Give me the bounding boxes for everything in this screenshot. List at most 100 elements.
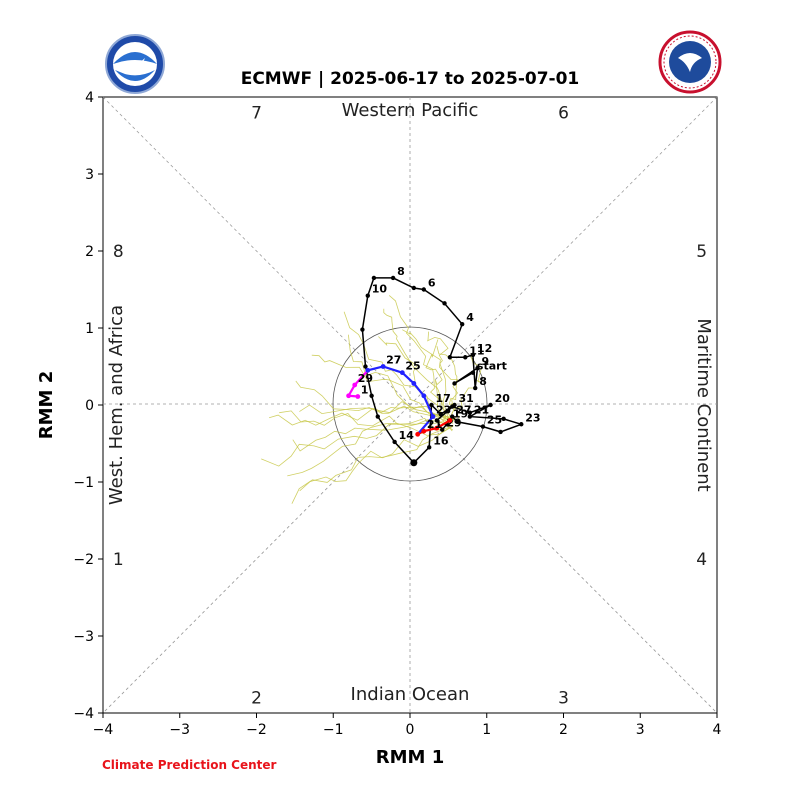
observed-point <box>371 275 377 281</box>
observed-point <box>459 321 465 327</box>
forecast-segment <box>436 419 451 430</box>
ensemble-member-line <box>402 329 459 419</box>
region-label-left: West. Hem. and Africa <box>106 305 127 505</box>
observed-point <box>438 412 443 417</box>
observed-point <box>452 402 457 408</box>
x-tick-label: 0 <box>406 722 415 738</box>
observed-point <box>488 402 493 408</box>
ensemble-member-line <box>268 401 456 426</box>
observed-point <box>475 365 480 371</box>
phase-number-3: 3 <box>558 689 569 709</box>
forecast-point <box>399 370 405 376</box>
forecast-point <box>346 393 351 399</box>
y-axis-label: RMM 2 <box>36 371 57 439</box>
observed-point <box>390 275 396 281</box>
ensemble-member-line <box>348 334 445 422</box>
noaa-logo <box>105 34 165 94</box>
observed-point <box>369 393 374 398</box>
nws-logo <box>658 30 722 94</box>
ensemble-member-line <box>291 426 453 504</box>
phase-number-4: 4 <box>696 550 707 570</box>
forecast-point <box>415 431 421 437</box>
x-tick-label: −1 <box>323 722 344 738</box>
forecast-segment <box>367 365 384 372</box>
observed-point <box>452 381 457 386</box>
y-tick-label: 2 <box>85 244 94 260</box>
y-tick-label: 1 <box>85 321 94 337</box>
forecast-segment <box>382 365 403 374</box>
x-tick-label: 1 <box>482 722 491 738</box>
observed-day-label: 12 <box>477 342 492 355</box>
forecast-day-label: 25 <box>405 360 420 373</box>
observed-point <box>470 370 476 375</box>
forecast-segment <box>353 369 369 386</box>
observed-point <box>498 429 503 435</box>
forecast-day-label: 23 <box>436 404 451 417</box>
y-tick-labels: −4 −3 −2 −1 0 1 2 3 4 <box>73 90 103 722</box>
region-label-right: Maritime Continent <box>693 318 714 491</box>
forecast-point <box>352 382 358 388</box>
observed-day-label: 17 <box>435 392 450 405</box>
observed-day-label: 25 <box>487 414 502 427</box>
x-tick-label: −2 <box>246 722 267 738</box>
observed-point <box>375 414 380 419</box>
observed-point <box>467 414 473 419</box>
ensemble-member-line <box>261 419 442 467</box>
observed-point <box>463 355 468 360</box>
y-tick-label: −1 <box>73 475 94 491</box>
ensemble-member-line <box>426 331 451 420</box>
forecast-point <box>380 364 386 369</box>
observed-day-label: start <box>477 360 507 373</box>
ensemble-member-line <box>279 410 451 431</box>
phase-number-2: 2 <box>251 689 262 709</box>
observed-point <box>426 445 432 450</box>
x-axis-label: RMM 1 <box>376 747 444 768</box>
observed-day-label: 23 <box>525 411 540 424</box>
observed-day-label: 4 <box>466 311 474 324</box>
forecast-day-label: 29 <box>358 372 373 385</box>
phase-number-1: 1 <box>113 550 124 570</box>
forecast-point <box>447 418 453 423</box>
ensemble-member-line <box>299 404 449 422</box>
observed-point <box>480 424 486 429</box>
observed-day-label: 21 <box>474 404 489 417</box>
observed-day-label: 9 <box>482 355 490 368</box>
observed-point <box>421 287 427 292</box>
observed-point <box>473 385 478 391</box>
observed-day-label: 31 <box>459 392 474 405</box>
observed-point <box>447 355 453 360</box>
forecast-segment <box>422 395 435 417</box>
ensemble-member-line <box>425 339 447 420</box>
forecast-segment <box>412 382 425 397</box>
y-tick-label: −4 <box>73 706 94 722</box>
observed-point <box>434 418 440 423</box>
forecast-day-label: 21 <box>427 418 442 431</box>
ensemble-member-line <box>295 380 454 431</box>
observed-day-label: 14 <box>399 429 415 442</box>
forecast-segment <box>401 371 415 385</box>
observed-point <box>360 327 365 332</box>
forecast-point <box>355 394 361 399</box>
observed-day-label: 11 <box>469 344 484 357</box>
observed-point <box>442 301 447 306</box>
x-tick-label: 4 <box>713 722 722 738</box>
observed-point <box>467 410 473 415</box>
forecast-point <box>421 428 427 434</box>
region-label-top: Western Pacific <box>342 100 479 121</box>
observed-day-label: 8 <box>397 265 405 278</box>
forecast-day-label: 1 <box>361 384 369 397</box>
forecast-day-label: 27 <box>386 354 401 367</box>
forecast-segment <box>416 415 434 435</box>
chart-title: ECMWF | 2025-06-17 to 2025-07-01 <box>241 69 580 89</box>
ensemble-member-line <box>311 354 456 421</box>
y-tick-label: −2 <box>73 552 94 568</box>
observed-day-label: 8 <box>479 375 487 388</box>
observed-day-label: 27 <box>456 404 471 417</box>
observed-point <box>450 414 455 419</box>
y-tick-label: 4 <box>85 90 94 106</box>
observed-point <box>429 402 434 408</box>
observed-day-label: 16 <box>433 434 449 447</box>
